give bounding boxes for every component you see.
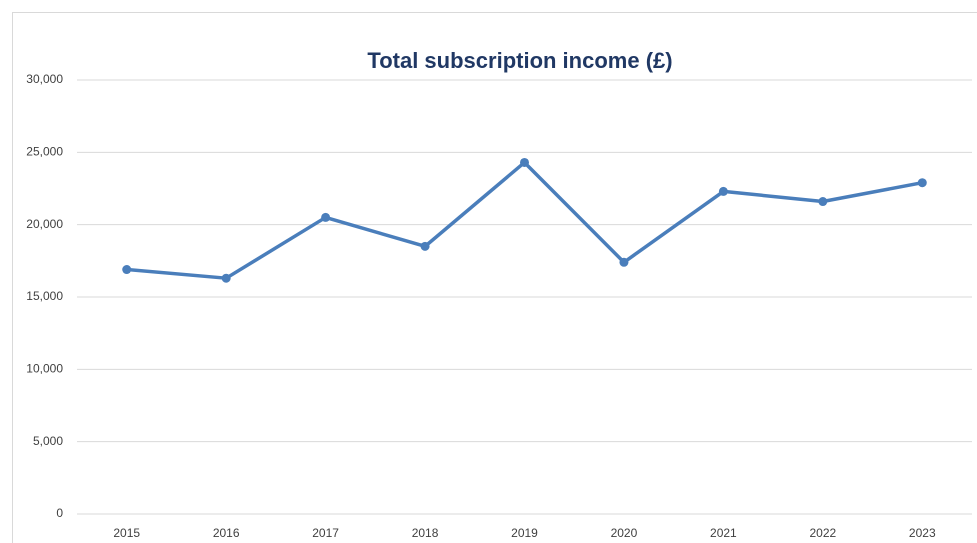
marker bbox=[420, 241, 430, 251]
marker bbox=[520, 157, 529, 167]
y-tick-label: 0 bbox=[56, 506, 63, 520]
chart-title: Total subscription income (£) bbox=[367, 48, 672, 73]
x-tick-label: 2023 bbox=[909, 526, 936, 540]
marker bbox=[718, 186, 728, 196]
line bbox=[126, 160, 923, 280]
y-tick-label: 10,000 bbox=[26, 362, 63, 376]
x-tick-label: 2016 bbox=[213, 526, 240, 540]
x-tick-label: 2022 bbox=[809, 526, 836, 540]
y-tick-label: 30,000 bbox=[26, 72, 63, 86]
y-tick-label: 20,000 bbox=[26, 217, 63, 231]
chart-border bbox=[12, 12, 977, 543]
marker bbox=[619, 257, 629, 267]
x-tick-label: 2021 bbox=[710, 526, 737, 540]
x-tick-label: 2017 bbox=[312, 526, 339, 540]
x-tick-label: 2019 bbox=[511, 526, 538, 540]
y-tick-label: 5,000 bbox=[33, 434, 63, 448]
marker bbox=[122, 265, 132, 275]
x-tick-label: 2015 bbox=[113, 526, 140, 540]
x-tick-label: 2020 bbox=[611, 526, 638, 540]
marker bbox=[818, 197, 828, 207]
marker bbox=[917, 178, 927, 188]
y-tick-label: 15,000 bbox=[26, 289, 63, 303]
x-tick-label: 2018 bbox=[412, 526, 439, 540]
marker bbox=[221, 273, 231, 283]
marker bbox=[321, 212, 331, 222]
y-tick-label: 25,000 bbox=[26, 145, 63, 159]
